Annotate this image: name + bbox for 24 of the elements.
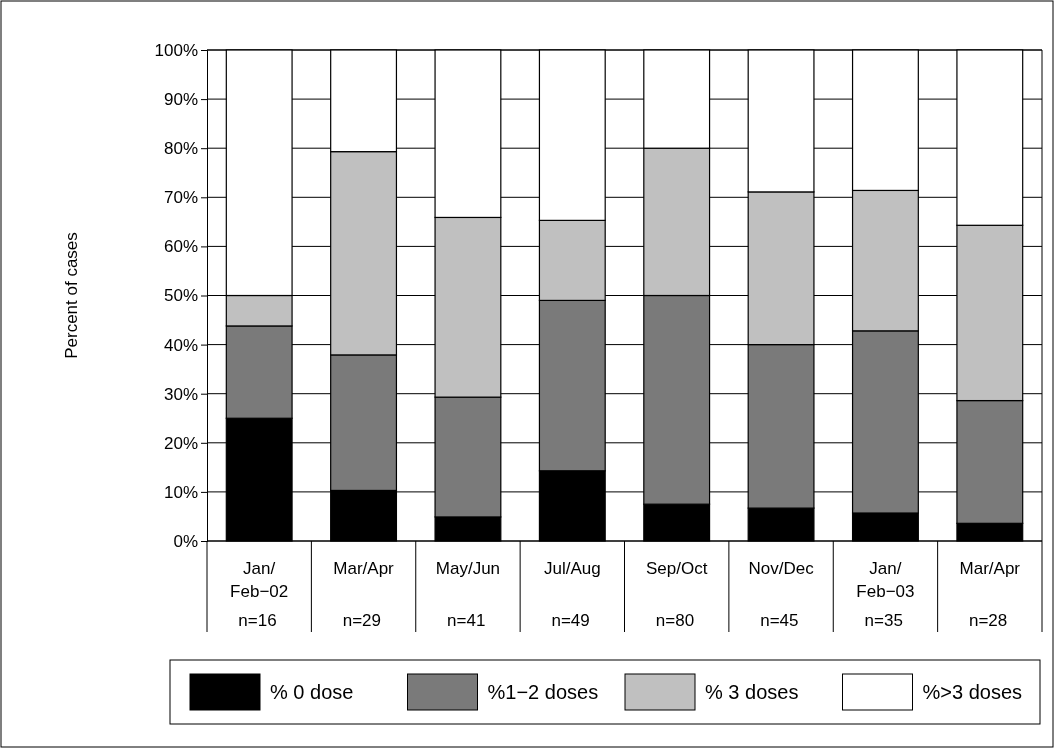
category-label: Mar/Apr n=29 — [333, 559, 394, 630]
category-label: May/Jun n=41 — [435, 559, 501, 630]
y-tick-label: 100% — [154, 40, 198, 60]
y-axis-title: Percent of cases — [62, 232, 81, 359]
y-tick-label: 50% — [163, 286, 198, 306]
y-tick-label: 0% — [173, 531, 198, 551]
legend-label: % 0 dose — [270, 681, 354, 703]
y-tick-label: 20% — [163, 433, 198, 453]
y-tick-label: 40% — [163, 335, 198, 355]
y-tick-label: 70% — [163, 188, 198, 208]
y-tick-label: 10% — [163, 482, 198, 502]
y-tick-label: 90% — [163, 90, 198, 110]
y-tick-label: 60% — [163, 237, 198, 257]
legend-label: %1−2 doses — [487, 681, 599, 703]
category-label: Jul/Aug n=49 — [543, 559, 601, 630]
y-tick-label: 80% — [163, 139, 198, 159]
category-label: Mar/Apr n=28 — [959, 559, 1021, 630]
category-label: Sep/Oct n=80 — [645, 559, 708, 630]
x-tick-label: Jan/ Feb−03 n=35 — [856, 559, 915, 630]
y-tick-label: 30% — [163, 384, 198, 404]
legend-label: %>3 doses — [922, 681, 1023, 703]
legend-label: % 3 doses — [705, 681, 799, 703]
category-label: Nov/Dec n=45 — [748, 559, 814, 630]
x-tick-label: Jan/ Feb−02 n=16 — [230, 559, 289, 630]
